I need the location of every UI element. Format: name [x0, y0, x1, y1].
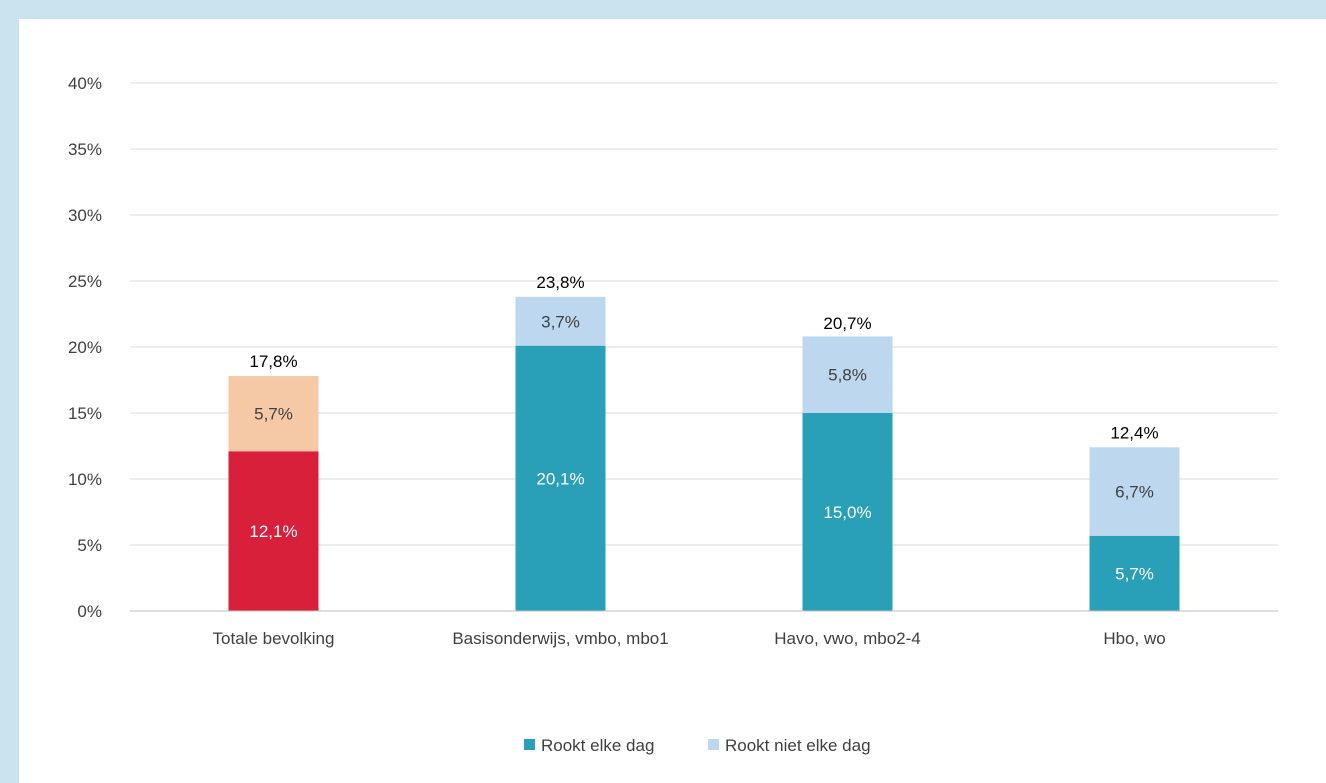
- bar-segment-label: 5,7%: [254, 405, 293, 424]
- legend-label-rookt-niet-elke-dag: Rookt niet elke dag: [725, 736, 871, 755]
- bar-total-label: 23,8%: [536, 273, 584, 292]
- y-tick-label: 40%: [68, 74, 102, 93]
- bar-segment: [228, 376, 319, 452]
- y-tick-label: 0%: [77, 602, 102, 621]
- legend-label-rookt-elke-dag: Rookt elke dag: [541, 736, 654, 755]
- bar-segment: [228, 451, 319, 611]
- bar-segment-label: 5,7%: [1115, 564, 1154, 583]
- legend-swatch-rookt-niet-elke-dag: [708, 739, 719, 750]
- bar-segment: [802, 336, 893, 413]
- bar-segment-label: 20,1%: [536, 469, 584, 488]
- y-tick-label: 5%: [77, 536, 102, 555]
- legend: Rookt elke dag Rookt niet elke dag: [524, 736, 871, 755]
- bar-segment-label: 15,0%: [823, 503, 871, 522]
- x-axis: Totale bevolking Basisonderwijs, vmbo, mb…: [130, 610, 1278, 648]
- x-category-label: Havo, vwo, mbo2-4: [774, 629, 920, 648]
- bar-segment: [515, 296, 606, 346]
- y-tick-label: 15%: [68, 404, 102, 423]
- x-category-label: Basisonderwijs, vmbo, mbo1: [452, 629, 668, 648]
- bar-segment-label: 3,7%: [541, 312, 580, 331]
- bar-segment-label: 6,7%: [1115, 483, 1154, 502]
- bar-segment: [802, 413, 893, 611]
- y-tick-label: 30%: [68, 206, 102, 225]
- y-tick-label: 20%: [68, 338, 102, 357]
- y-axis: 0% 5% 10% 15% 20% 25% 30% 35% 40%: [68, 74, 102, 621]
- bar-segment: [1089, 447, 1180, 536]
- bar-segment-label: 12,1%: [249, 522, 297, 541]
- legend-swatch-rookt-elke-dag: [524, 739, 535, 750]
- bar-total-label: 20,7%: [823, 314, 871, 333]
- bar-segment: [515, 345, 606, 611]
- bar-segment: [1089, 535, 1180, 611]
- y-tick-label: 35%: [68, 140, 102, 159]
- y-tick-label: 25%: [68, 272, 102, 291]
- bars: 12,1% 5,7% 17,8% 20,1% 3,7% 23,8% 15,0% 5,8% 20,…: [228, 273, 1180, 611]
- y-tick-label: 10%: [68, 470, 102, 489]
- bar-total-label: 12,4%: [1110, 423, 1158, 442]
- bar-segment-label: 5,8%: [828, 366, 867, 385]
- x-category-label: Totale bevolking: [213, 629, 335, 648]
- bar-total-label: 17,8%: [249, 352, 297, 371]
- x-category-label: Hbo, wo: [1103, 629, 1165, 648]
